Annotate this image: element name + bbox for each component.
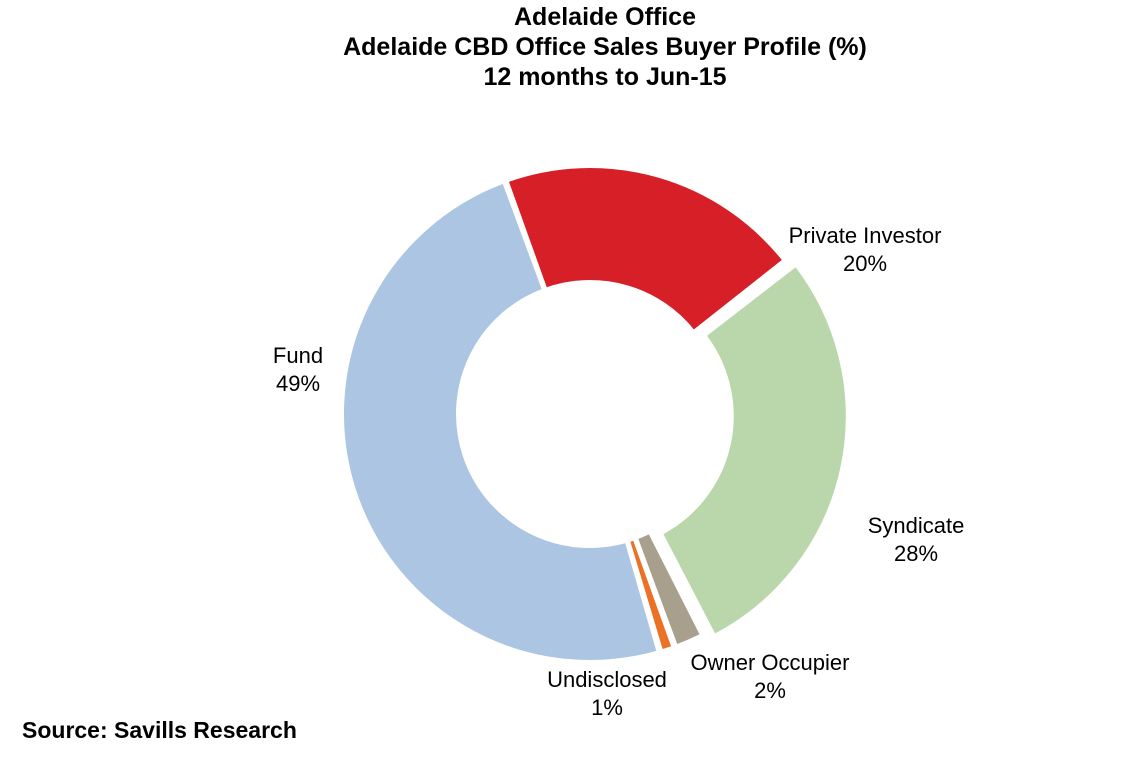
label-fund-name: Fund — [273, 343, 323, 368]
chart-title-block: Adelaide Office Adelaide CBD Office Sale… — [0, 2, 1128, 92]
label-owner-occupier-value: 2% — [754, 678, 786, 703]
label-private-investor-value: 20% — [843, 251, 887, 276]
chart-period: 12 months to Jun-15 — [483, 63, 727, 91]
label-private-investor-name: Private Investor — [789, 223, 942, 248]
donut-slices — [340, 164, 850, 664]
chart-subtitle: Adelaide CBD Office Sales Buyer Profile … — [343, 33, 867, 61]
label-fund-value: 49% — [276, 371, 320, 396]
label-undisclosed-name: Undisclosed — [547, 667, 667, 692]
label-syndicate-value: 28% — [894, 541, 938, 566]
slice-private-investor — [503, 164, 788, 335]
slice-labels: Private Investor 20% Syndicate 28% Owner Occ… — [273, 223, 964, 720]
label-undisclosed-value: 1% — [591, 695, 623, 720]
source-note: Source: Savills Research — [22, 717, 297, 743]
label-owner-occupier-name: Owner Occupier — [691, 650, 850, 675]
chart-title: Adelaide Office — [514, 3, 696, 31]
slice-syndicate — [658, 261, 850, 639]
label-syndicate-name: Syndicate — [868, 513, 965, 538]
slice-fund — [340, 178, 662, 664]
